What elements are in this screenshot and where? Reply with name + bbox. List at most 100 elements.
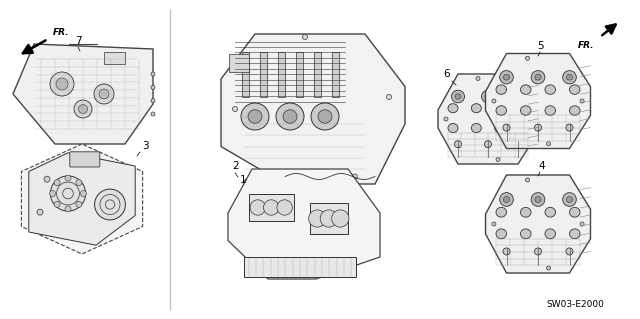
Circle shape: [56, 78, 68, 90]
Circle shape: [95, 189, 125, 220]
Ellipse shape: [520, 229, 531, 239]
Ellipse shape: [276, 103, 304, 130]
Ellipse shape: [545, 106, 556, 115]
Circle shape: [525, 178, 529, 182]
Circle shape: [99, 89, 109, 99]
Circle shape: [547, 142, 550, 146]
Ellipse shape: [318, 110, 332, 123]
Ellipse shape: [520, 207, 531, 217]
Ellipse shape: [283, 110, 297, 123]
Ellipse shape: [566, 74, 573, 80]
Circle shape: [277, 200, 292, 215]
Ellipse shape: [496, 85, 506, 94]
Circle shape: [81, 190, 86, 197]
Ellipse shape: [495, 104, 505, 113]
Polygon shape: [29, 153, 135, 245]
Circle shape: [492, 99, 496, 103]
Polygon shape: [13, 44, 153, 144]
Circle shape: [76, 201, 82, 207]
Ellipse shape: [481, 90, 495, 103]
Ellipse shape: [495, 123, 505, 132]
FancyBboxPatch shape: [310, 203, 348, 234]
FancyBboxPatch shape: [229, 54, 249, 71]
Circle shape: [547, 266, 550, 270]
Text: 3: 3: [142, 141, 148, 151]
Circle shape: [65, 175, 71, 181]
Ellipse shape: [520, 106, 531, 115]
Circle shape: [496, 158, 500, 161]
Circle shape: [50, 72, 74, 96]
Ellipse shape: [511, 90, 525, 103]
Polygon shape: [221, 34, 405, 184]
Text: SW03-E2000: SW03-E2000: [546, 300, 604, 309]
Text: 7: 7: [75, 36, 82, 46]
Text: 4: 4: [539, 161, 545, 171]
Ellipse shape: [500, 193, 513, 206]
Circle shape: [353, 174, 358, 179]
Circle shape: [151, 85, 155, 89]
Circle shape: [54, 201, 60, 207]
Polygon shape: [486, 175, 591, 273]
Circle shape: [232, 107, 237, 112]
Polygon shape: [21, 144, 143, 254]
Polygon shape: [438, 74, 538, 164]
Text: FR.: FR.: [53, 28, 70, 37]
Ellipse shape: [241, 103, 269, 130]
Circle shape: [534, 124, 541, 131]
Circle shape: [484, 141, 492, 148]
Ellipse shape: [566, 197, 573, 203]
Circle shape: [387, 94, 392, 100]
Circle shape: [151, 72, 155, 76]
Ellipse shape: [570, 85, 580, 94]
FancyBboxPatch shape: [278, 52, 285, 97]
Text: 1: 1: [240, 175, 246, 185]
Circle shape: [44, 176, 50, 182]
Ellipse shape: [248, 110, 262, 123]
Circle shape: [476, 77, 480, 80]
Text: 5: 5: [537, 41, 543, 51]
Circle shape: [580, 222, 584, 226]
Circle shape: [51, 176, 86, 211]
Ellipse shape: [545, 207, 556, 217]
Ellipse shape: [455, 94, 461, 99]
Circle shape: [320, 210, 337, 227]
Ellipse shape: [563, 70, 577, 84]
Ellipse shape: [563, 193, 577, 206]
Ellipse shape: [570, 207, 580, 217]
Circle shape: [303, 34, 307, 40]
Ellipse shape: [570, 106, 580, 115]
Circle shape: [308, 210, 326, 227]
Ellipse shape: [451, 90, 465, 103]
FancyBboxPatch shape: [260, 52, 267, 97]
FancyBboxPatch shape: [104, 52, 125, 64]
Ellipse shape: [485, 94, 491, 99]
Text: 2: 2: [232, 161, 239, 171]
FancyBboxPatch shape: [244, 257, 356, 277]
Circle shape: [528, 117, 532, 121]
Ellipse shape: [311, 103, 339, 130]
Ellipse shape: [448, 123, 458, 132]
Ellipse shape: [471, 123, 481, 132]
Circle shape: [264, 200, 279, 215]
Circle shape: [492, 222, 496, 226]
Circle shape: [566, 248, 573, 255]
Circle shape: [503, 124, 510, 131]
FancyBboxPatch shape: [332, 52, 339, 97]
Circle shape: [151, 99, 155, 103]
Ellipse shape: [545, 229, 556, 239]
Ellipse shape: [496, 229, 506, 239]
Ellipse shape: [515, 94, 521, 99]
Circle shape: [76, 180, 82, 186]
Ellipse shape: [570, 229, 580, 239]
Ellipse shape: [503, 74, 509, 80]
Circle shape: [566, 124, 573, 131]
Circle shape: [503, 248, 510, 255]
Circle shape: [50, 190, 56, 197]
Ellipse shape: [531, 193, 545, 206]
Circle shape: [332, 210, 349, 227]
Ellipse shape: [503, 197, 509, 203]
Ellipse shape: [545, 85, 556, 94]
Circle shape: [94, 84, 114, 104]
FancyBboxPatch shape: [70, 152, 100, 167]
FancyBboxPatch shape: [296, 52, 303, 97]
